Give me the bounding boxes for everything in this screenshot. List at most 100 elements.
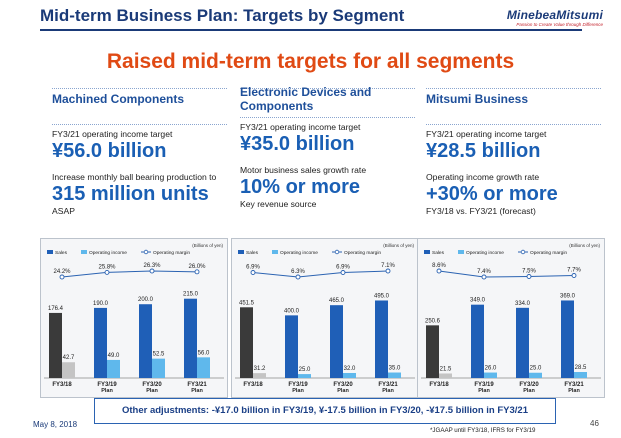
x-tick-label-sub: Plan bbox=[568, 388, 580, 394]
slide-title: Mid-term Business Plan: Targets by Segme… bbox=[40, 6, 405, 25]
margin-line bbox=[252, 270, 389, 278]
margin-label: 6.9% bbox=[336, 265, 350, 271]
margin-label: 7.1% bbox=[381, 263, 395, 269]
x-tick-label: FY3/18 bbox=[429, 382, 449, 388]
chart-svg: (Billions of yen) Sales Operating income Op… bbox=[235, 243, 415, 394]
bar-operating-income bbox=[298, 374, 311, 378]
segment-divider bbox=[52, 88, 227, 89]
x-tick-label-sub: Plan bbox=[292, 388, 304, 394]
data-label-sales: 369.0 bbox=[560, 293, 576, 299]
legend-label-operating-income: Operating income bbox=[466, 250, 504, 256]
sub-value: 315 million units bbox=[52, 183, 209, 205]
segment-name-line1: Electronic Devices and bbox=[240, 85, 372, 99]
bar-operating-income bbox=[484, 372, 497, 378]
sub-value: 10% or more bbox=[240, 176, 361, 198]
bar-sales bbox=[49, 312, 62, 378]
x-tick-label-sub: Plan bbox=[382, 388, 394, 394]
target-label: FY3/21 operating income target bbox=[240, 122, 361, 132]
segment-divider bbox=[426, 124, 601, 125]
legend-label-operating-income: Operating income bbox=[89, 250, 127, 256]
data-label-sales: 334.0 bbox=[515, 301, 531, 307]
segment-name-line2: Components bbox=[240, 99, 314, 113]
segment-name: Mitsumi Business bbox=[426, 92, 529, 106]
data-label-operating-income: 32.0 bbox=[344, 366, 356, 372]
legend-swatch-sales bbox=[238, 250, 244, 254]
target-value: ¥28.5 billion bbox=[426, 140, 541, 162]
page-number: 46 bbox=[590, 419, 599, 428]
bar-operating-income bbox=[197, 357, 210, 378]
bar-sales bbox=[471, 304, 484, 378]
legend-label-sales: Sales bbox=[246, 250, 259, 256]
margin-line bbox=[61, 270, 198, 278]
bar-sales bbox=[426, 325, 439, 378]
bar-operating-income bbox=[574, 372, 587, 378]
data-label-operating-income: 25.0 bbox=[530, 366, 542, 372]
bar-operating-income bbox=[62, 362, 75, 378]
margin-label: 8.6% bbox=[432, 263, 446, 269]
margin-point bbox=[149, 268, 155, 274]
bar-sales bbox=[375, 300, 388, 378]
bar-operating-income bbox=[388, 372, 401, 378]
x-tick-label-sub: Plan bbox=[337, 388, 349, 394]
margin-label: 24.2% bbox=[53, 269, 71, 275]
segment-divider bbox=[52, 124, 227, 125]
target-label: FY3/21 operating income target bbox=[426, 129, 547, 139]
x-tick-label: FY3/20 bbox=[142, 382, 162, 388]
unit-label: (Billions of yen) bbox=[383, 243, 414, 248]
data-label-operating-income: 42.7 bbox=[63, 355, 75, 361]
margin-point bbox=[481, 274, 487, 280]
data-label-sales: 495.0 bbox=[374, 293, 390, 299]
data-label-sales: 190.0 bbox=[93, 301, 109, 307]
legend-label-margin: Operating margin bbox=[530, 250, 567, 256]
x-tick-label: FY3/21 bbox=[378, 382, 398, 388]
bar-sales bbox=[240, 307, 253, 378]
margin-point bbox=[250, 270, 256, 275]
margin-point bbox=[385, 268, 391, 274]
data-label-operating-income: 26.0 bbox=[485, 366, 497, 372]
other-adjustments-box: Other adjustments: -¥17.0 billion in FY3… bbox=[94, 398, 556, 424]
data-label-operating-income: 28.5 bbox=[575, 365, 587, 371]
legend-swatch-operating-income bbox=[272, 250, 278, 254]
unit-label: (Billions of yen) bbox=[192, 243, 223, 248]
x-tick-label: FY3/20 bbox=[333, 382, 353, 388]
bar-sales bbox=[184, 298, 197, 378]
data-label-operating-income: 35.0 bbox=[389, 366, 401, 372]
data-label-operating-income: 49.0 bbox=[108, 353, 120, 359]
bar-operating-income bbox=[343, 372, 356, 378]
legend-swatch-operating-income bbox=[81, 250, 87, 254]
bar-operating-income bbox=[529, 372, 542, 378]
margin-label: 25.8% bbox=[98, 264, 116, 270]
bar-sales bbox=[330, 305, 343, 378]
sub-label: Motor business sales growth rate bbox=[240, 165, 367, 175]
footer-date: May 8, 2018 bbox=[33, 420, 78, 429]
target-label: FY3/21 operating income target bbox=[52, 129, 173, 139]
legend-swatch-operating-income bbox=[458, 250, 464, 254]
x-tick-label: FY3/18 bbox=[243, 382, 263, 388]
legend-marker-margin bbox=[334, 249, 340, 255]
data-label-sales: 451.5 bbox=[239, 300, 255, 306]
x-tick-label-sub: Plan bbox=[478, 388, 490, 394]
segment-divider bbox=[426, 88, 601, 89]
margin-label: 7.5% bbox=[522, 269, 536, 275]
legend-swatch-sales bbox=[47, 250, 53, 254]
segment-name: Machined Components bbox=[52, 92, 185, 106]
x-tick-label: FY3/21 bbox=[564, 382, 584, 388]
segment-mitsumi-business: Mitsumi Business FY3/21 operating income… bbox=[426, 88, 601, 216]
margin-point bbox=[526, 274, 532, 279]
chart-mitsumi-business: (Billions of yen) Sales Operating income Op… bbox=[417, 238, 605, 398]
unit-label: (Billions of yen) bbox=[569, 243, 600, 248]
margin-point bbox=[59, 274, 65, 280]
legend-marker-margin bbox=[143, 249, 149, 255]
bar-sales bbox=[285, 315, 298, 378]
sub-label: Operating income growth rate bbox=[426, 172, 540, 182]
target-value: ¥35.0 billion bbox=[240, 133, 355, 155]
sub-note: FY3/18 vs. FY3/21 (forecast) bbox=[426, 206, 536, 216]
sub-label: Increase monthly ball bearing production… bbox=[52, 172, 217, 182]
x-tick-label: FY3/18 bbox=[52, 382, 72, 388]
legend-marker-margin bbox=[520, 249, 526, 255]
headline: Raised mid-term targets for all segments bbox=[106, 50, 515, 73]
data-label-sales: 349.0 bbox=[470, 298, 486, 304]
data-label-sales: 215.0 bbox=[183, 292, 199, 298]
margin-point bbox=[436, 268, 442, 274]
margin-label: 26.3% bbox=[143, 263, 161, 269]
